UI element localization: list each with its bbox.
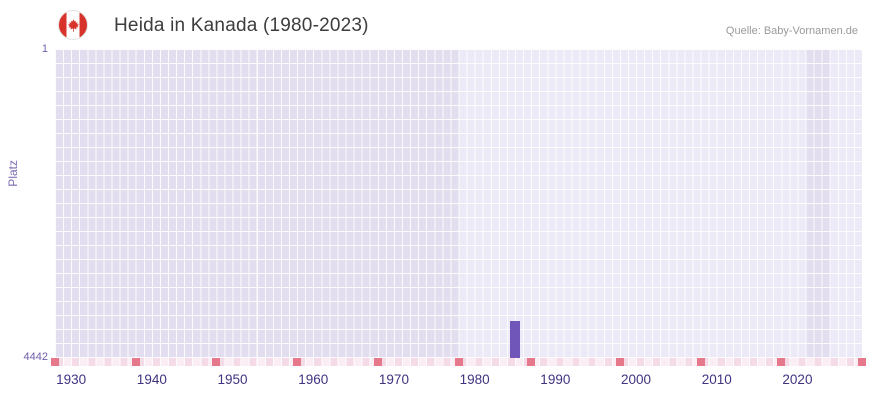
x-tick-1940: 1940 (136, 372, 167, 387)
x-tick-1950: 1950 (217, 372, 248, 387)
axis-marker-1948[interactable] (212, 358, 221, 366)
axis-marker-1998[interactable] (615, 358, 624, 366)
axis-marker-1978[interactable] (454, 358, 463, 366)
y-tick-top: 1 (41, 43, 48, 55)
x-tick-1970: 1970 (378, 372, 409, 387)
decade-band (829, 49, 862, 358)
y-axis-title: Platz (6, 160, 20, 187)
rank-bar-1985[interactable] (509, 320, 520, 358)
x-tick-1930: 1930 (56, 372, 87, 387)
plot-area (55, 49, 862, 358)
x-tick-2010: 2010 (701, 372, 732, 387)
axis-marker-1938[interactable] (131, 358, 140, 366)
axis-marker-2018[interactable] (777, 358, 786, 366)
axis-marker-1928[interactable] (51, 358, 59, 366)
canada-flag-icon (58, 10, 88, 40)
x-axis: 1930 1940 1950 1960 1970 1980 1990 2000 2010 2020 (55, 372, 862, 394)
decade-band (55, 49, 459, 358)
axis-marker-strip (51, 358, 866, 366)
page-title: Heida in Kanada (1980-2023) (114, 15, 369, 36)
y-tick-bottom: 4442 (23, 351, 48, 363)
x-tick-2020: 2020 (782, 372, 813, 387)
source-link[interactable]: Quelle: Baby-Vornamen.de (725, 25, 858, 37)
x-tick-1990: 1990 (540, 372, 571, 387)
axis-marker-2008[interactable] (696, 358, 705, 366)
decade-band (458, 49, 806, 358)
x-tick-2000: 2000 (621, 372, 652, 387)
axis-marker-1968[interactable] (373, 358, 382, 366)
axis-marker-2028[interactable] (858, 358, 866, 366)
axis-marker-1958[interactable] (293, 358, 302, 366)
axis-marker-1987[interactable] (527, 358, 536, 366)
maple-leaf-icon (67, 18, 79, 32)
x-tick-1960: 1960 (298, 372, 329, 387)
decade-band (805, 49, 830, 358)
x-tick-1980: 1980 (459, 372, 490, 387)
